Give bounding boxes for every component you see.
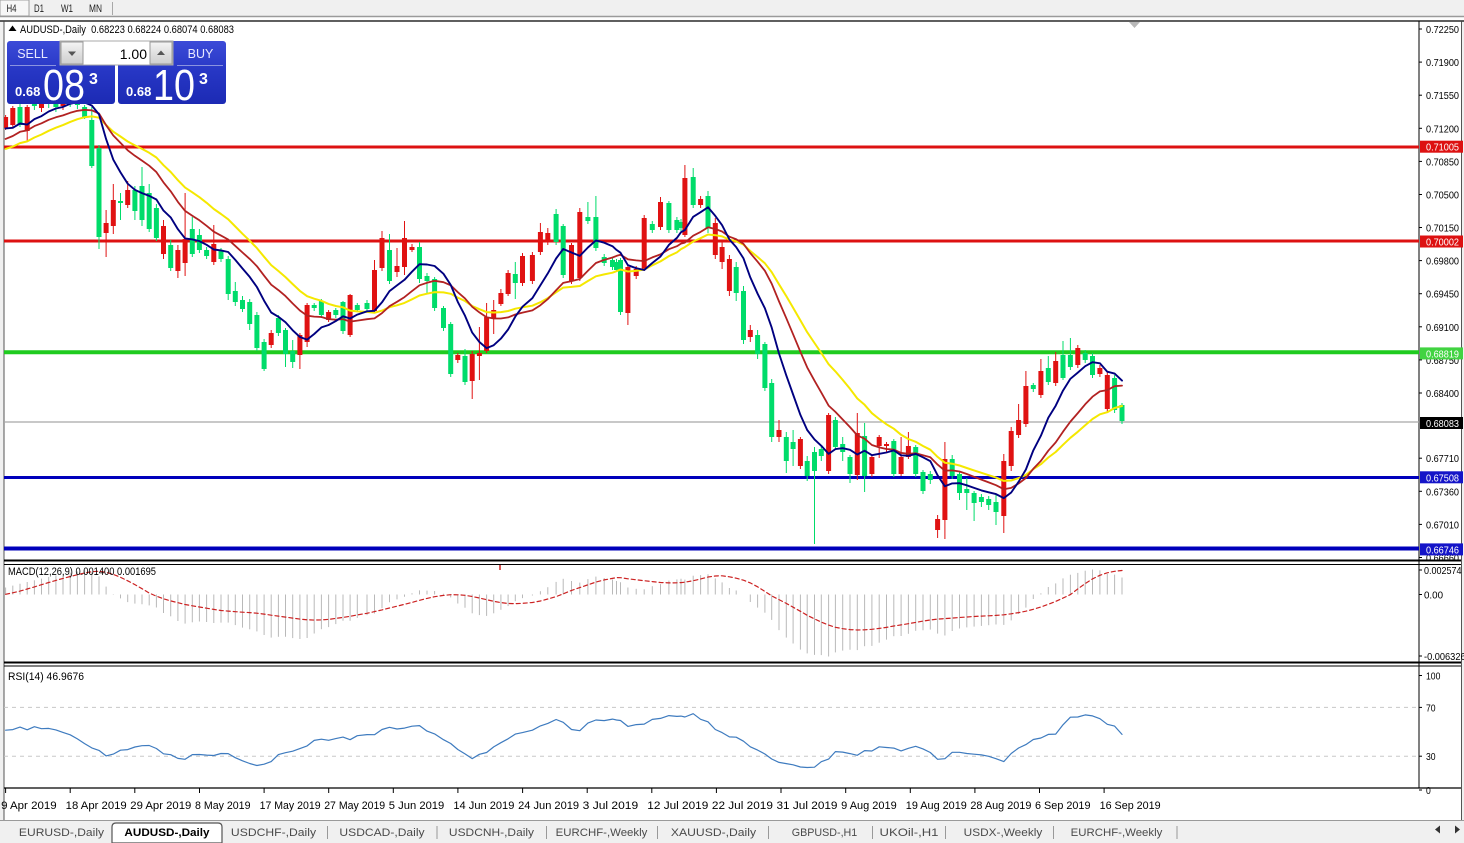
svg-text:0.70002: 0.70002 (1426, 237, 1459, 249)
svg-text:24 Jun 2019: 24 Jun 2019 (518, 800, 579, 812)
svg-text:08: 08 (43, 61, 85, 110)
svg-text:14 Jun 2019: 14 Jun 2019 (453, 800, 514, 812)
svg-text:29 Apr 2019: 29 Apr 2019 (130, 800, 191, 812)
svg-text:AUDUSD-,Daily: AUDUSD-,Daily (124, 827, 210, 839)
svg-text:3 Jul 2019: 3 Jul 2019 (583, 800, 639, 812)
svg-text:EURUSD-,Daily: EURUSD-,Daily (19, 827, 105, 839)
svg-text:0.70850: 0.70850 (1426, 156, 1459, 168)
svg-text:0.70150: 0.70150 (1426, 223, 1459, 235)
svg-text:0.00: 0.00 (1424, 590, 1443, 602)
svg-text:16 Sep 2019: 16 Sep 2019 (1100, 800, 1161, 812)
svg-text:30: 30 (1426, 751, 1436, 763)
svg-text:0: 0 (1426, 785, 1431, 797)
svg-text:6 Sep 2019: 6 Sep 2019 (1035, 800, 1091, 812)
svg-text:AUDUSD-,Daily 0.68223 0.68224: AUDUSD-,Daily 0.68223 0.68224 0.68074 0.… (20, 24, 234, 36)
svg-text:USDX-,Weekly: USDX-,Weekly (964, 827, 1043, 839)
svg-text:5 Jun 2019: 5 Jun 2019 (389, 800, 445, 812)
svg-text:BUY: BUY (188, 47, 214, 61)
svg-text:0.68083: 0.68083 (1426, 418, 1459, 430)
svg-text:USDCNH-,Daily: USDCNH-,Daily (449, 827, 535, 839)
svg-text:0.71900: 0.71900 (1426, 57, 1459, 69)
svg-text:17 May 2019: 17 May 2019 (260, 800, 321, 812)
svg-text:10: 10 (153, 61, 195, 110)
svg-text:12 Jul 2019: 12 Jul 2019 (647, 800, 708, 812)
svg-text:0.67508: 0.67508 (1426, 472, 1459, 484)
svg-text:USDCAD-,Daily: USDCAD-,Daily (339, 827, 425, 839)
svg-text:22 Jul 2019: 22 Jul 2019 (712, 800, 773, 812)
svg-text:0.68: 0.68 (126, 84, 151, 99)
svg-text:0.68819: 0.68819 (1426, 348, 1459, 360)
svg-text:0.67360: 0.67360 (1426, 486, 1459, 498)
svg-text:70: 70 (1426, 702, 1436, 714)
svg-text:SELL: SELL (17, 47, 48, 61)
svg-text:3: 3 (199, 71, 208, 88)
svg-text:0.66746: 0.66746 (1426, 544, 1459, 556)
svg-text:100: 100 (1426, 671, 1441, 683)
svg-text:H4: H4 (7, 3, 17, 15)
svg-text:-0.006326: -0.006326 (1424, 651, 1464, 663)
svg-text:EURCHF-,Weekly: EURCHF-,Weekly (1071, 827, 1163, 839)
svg-text:0.70500: 0.70500 (1426, 190, 1459, 202)
svg-text:USDCHF-,Daily: USDCHF-,Daily (231, 827, 317, 839)
svg-text:D1: D1 (34, 3, 44, 15)
svg-text:0.69800: 0.69800 (1426, 256, 1459, 268)
svg-text:0.68400: 0.68400 (1426, 388, 1459, 400)
svg-text:W1: W1 (61, 3, 73, 15)
svg-text:27 May 2019: 27 May 2019 (324, 800, 385, 812)
svg-text:8 May 2019: 8 May 2019 (195, 800, 251, 812)
svg-text:0.68: 0.68 (15, 84, 40, 99)
svg-text:0.69450: 0.69450 (1426, 289, 1459, 301)
svg-text:RSI(14) 46.9676: RSI(14) 46.9676 (8, 671, 84, 683)
svg-text:EURCHF-,Weekly: EURCHF-,Weekly (556, 827, 648, 839)
svg-text:GBPUSD-,H1: GBPUSD-,H1 (792, 827, 858, 839)
svg-text:9 Apr 2019: 9 Apr 2019 (1, 800, 57, 812)
svg-text:0.71200: 0.71200 (1426, 123, 1459, 135)
svg-text:0.71005: 0.71005 (1426, 142, 1459, 154)
svg-text:3: 3 (89, 71, 98, 88)
svg-text:0.69100: 0.69100 (1426, 322, 1459, 334)
svg-text:0.67010: 0.67010 (1426, 519, 1459, 531)
svg-text:XAUUSD-,Daily: XAUUSD-,Daily (671, 827, 757, 839)
svg-text:1.00: 1.00 (120, 46, 147, 62)
svg-text:19 Aug 2019: 19 Aug 2019 (906, 800, 967, 812)
svg-text:MN: MN (89, 3, 102, 15)
svg-text:0.66660: 0.66660 (1426, 553, 1459, 565)
svg-text:MACD(12,26,9) 0.001400 0.00169: MACD(12,26,9) 0.001400 0.001695 (8, 566, 156, 578)
svg-text:28 Aug 2019: 28 Aug 2019 (970, 800, 1031, 812)
svg-text:9 Aug 2019: 9 Aug 2019 (841, 800, 897, 812)
svg-text:UKOil-,H1: UKOil-,H1 (880, 827, 939, 839)
svg-text:0.71550: 0.71550 (1426, 90, 1459, 102)
svg-text:18 Apr 2019: 18 Apr 2019 (66, 800, 127, 812)
svg-text:0.72250: 0.72250 (1426, 24, 1459, 36)
svg-text:0.002574: 0.002574 (1424, 565, 1462, 577)
svg-text:0.67710: 0.67710 (1426, 453, 1459, 465)
svg-text:31 Jul 2019: 31 Jul 2019 (777, 800, 838, 812)
